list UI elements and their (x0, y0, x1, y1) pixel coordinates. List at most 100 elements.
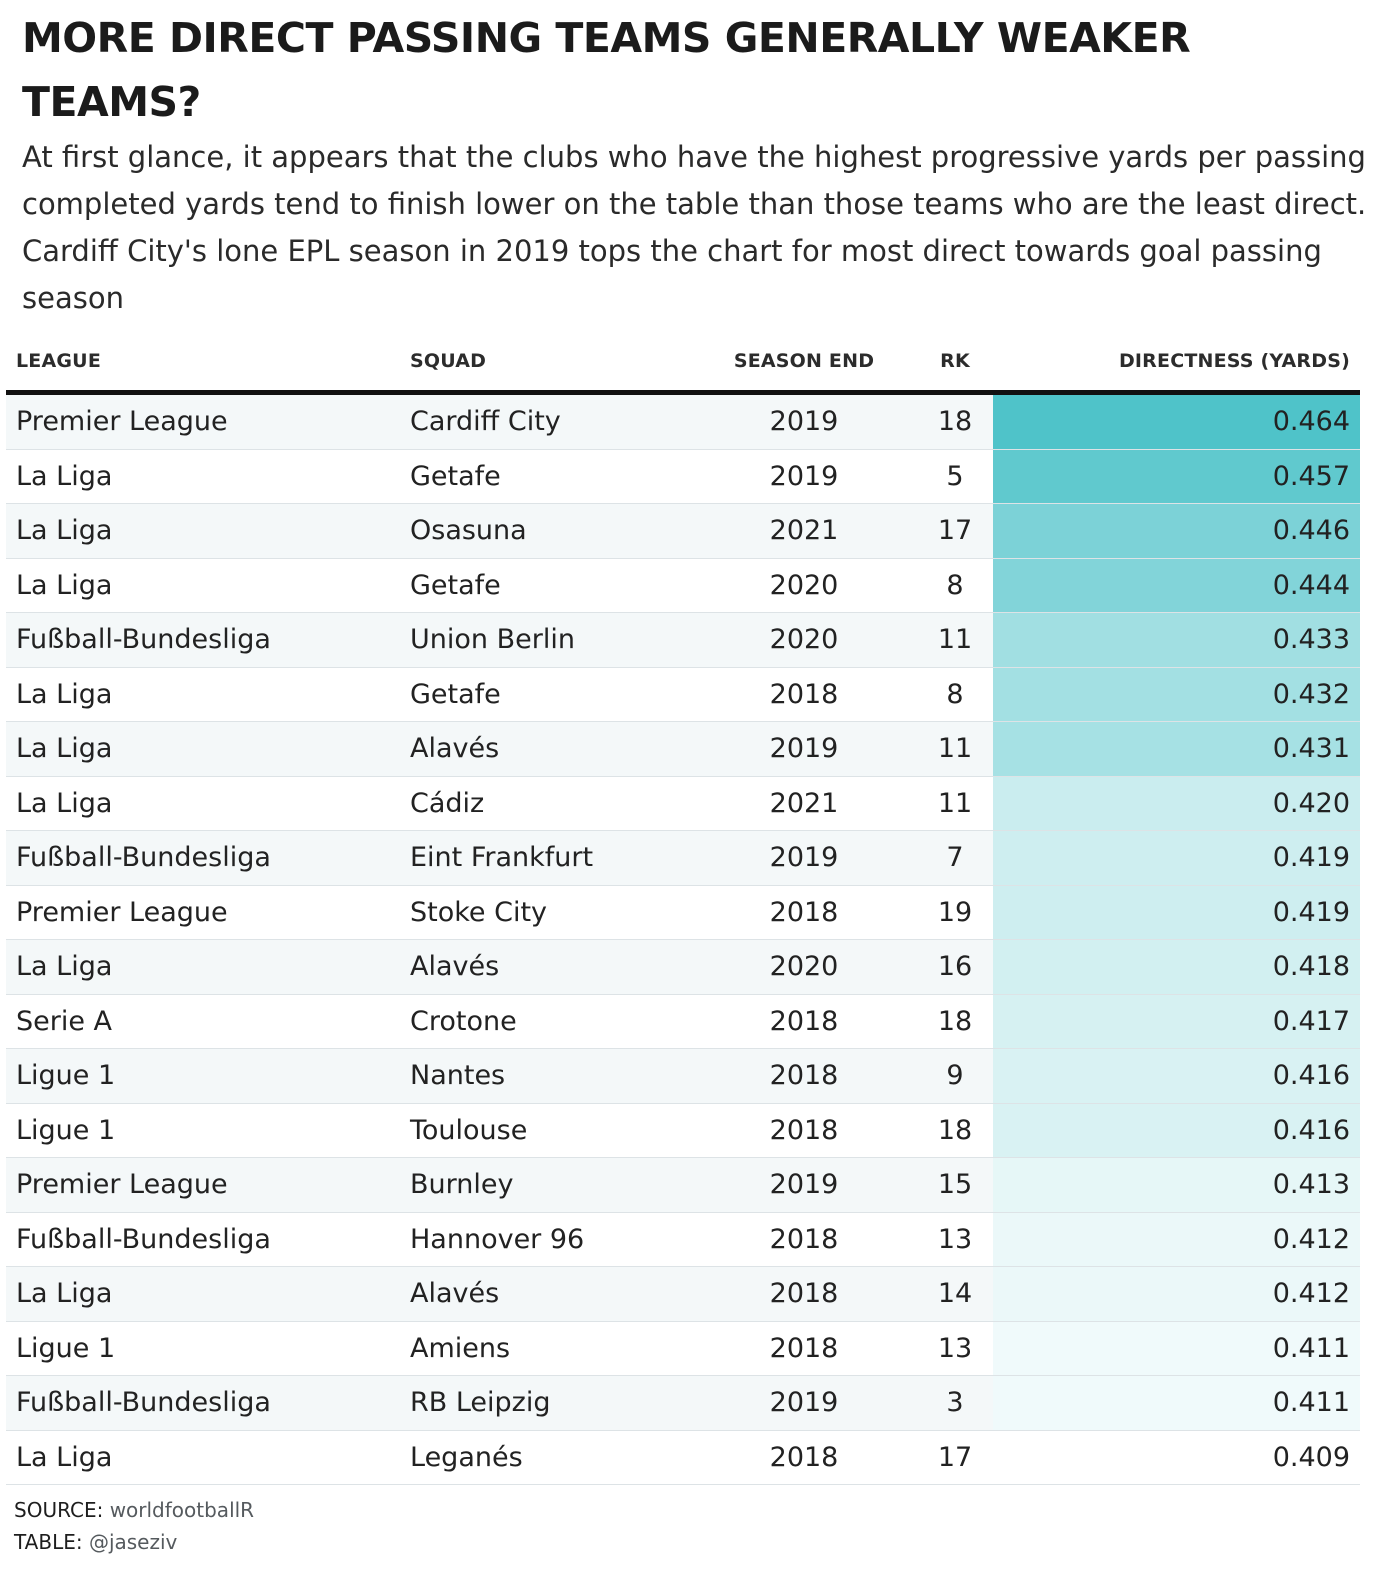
rk-cell: 13 (937, 1223, 973, 1255)
squad-cell: Leganés (410, 1441, 523, 1473)
squad-cell: Crotone (410, 1005, 517, 1037)
directness-cell: 0.457 (1272, 460, 1350, 492)
season-end-cell: 2020 (769, 624, 839, 655)
rk-cell: 19 (937, 896, 973, 928)
chart-title: MORE DIRECT PASSING TEAMS GENERALLY WEAK… (22, 14, 1191, 126)
league-cell: La Liga (16, 1278, 113, 1309)
directness-heat-cell (993, 994, 1360, 1048)
directness-cell: 0.416 (1272, 1060, 1350, 1091)
directness-heat-cell (993, 1376, 1360, 1430)
column-header-rk: RK (940, 350, 970, 372)
table-row: Ligue 1 Amiens 2018 13 0.411 (6, 1321, 1360, 1376)
table-row: La Liga Alavés 2020 16 0.418 (6, 940, 1360, 995)
season-end-cell: 2019 (769, 733, 839, 764)
table-row: Premier League Burnley 2019 15 0.413 (6, 1158, 1360, 1213)
table-row: La Liga Alavés 2019 11 0.431 (6, 722, 1360, 777)
table-row: Serie A Crotone 2018 18 0.417 (6, 994, 1360, 1049)
column-header-season-end: SEASON END (733, 350, 875, 372)
season-end-cell: 2018 (769, 1332, 839, 1364)
league-cell: Ligue 1 (16, 1060, 116, 1091)
league-cell: Fußball-Bundesliga (16, 1223, 271, 1255)
league-cell: La Liga (16, 515, 113, 546)
table-credit-label: TABLE: (14, 1530, 83, 1554)
table-row: La Liga Leganés 2018 17 0.409 (6, 1430, 1360, 1485)
season-end-cell: 2020 (769, 569, 839, 601)
rk-cell: 5 (946, 460, 964, 492)
directness-heat-cell (993, 449, 1360, 503)
directness-cell: 0.464 (1272, 406, 1350, 437)
table-row: Premier League Cardiff City 2019 18 0.464 (6, 395, 1360, 450)
season-end-cell: 2018 (769, 1223, 839, 1255)
directness-cell: 0.420 (1272, 787, 1350, 819)
chart-subtitle: At first glance, it appears that the clu… (22, 140, 1367, 315)
season-end-cell: 2018 (769, 678, 839, 710)
league-cell: La Liga (16, 951, 113, 982)
squad-cell: Osasuna (410, 515, 527, 546)
directness-heat-cell (993, 504, 1360, 558)
directness-cell: 0.418 (1272, 951, 1350, 982)
directness-heat-cell (993, 395, 1360, 449)
rk-cell: 18 (937, 1005, 973, 1037)
rk-cell: 11 (937, 787, 973, 819)
source-value: worldfootballR (109, 1498, 255, 1522)
directness-heat-cell (993, 1267, 1360, 1321)
league-cell: La Liga (16, 569, 113, 601)
league-cell: La Liga (16, 787, 113, 819)
rk-cell: 8 (946, 678, 964, 710)
squad-cell: Cádiz (410, 787, 485, 819)
table-row: Premier League Stoke City 2018 19 0.419 (6, 885, 1360, 940)
season-end-cell: 2019 (769, 460, 839, 492)
squad-cell: Alavés (410, 733, 500, 764)
squad-cell: Cardiff City (410, 406, 561, 437)
rk-cell: 13 (937, 1332, 973, 1364)
season-end-cell: 2019 (769, 406, 839, 437)
directness-cell: 0.411 (1272, 1332, 1350, 1364)
squad-cell: Eint Frankfurt (410, 842, 594, 873)
table-header: LEAGUE SQUAD SEASON END RK DIRECTNESS (Y… (6, 336, 1360, 395)
rk-cell: 3 (946, 1387, 964, 1418)
season-end-cell: 2018 (769, 1278, 839, 1309)
rk-cell: 16 (937, 951, 973, 982)
table-row: Fußball-Bundesliga Union Berlin 2020 11 0.43… (6, 613, 1360, 668)
directness-heat-cell (993, 722, 1360, 776)
directness-cell: 0.409 (1272, 1441, 1350, 1473)
rk-cell: 18 (937, 406, 973, 437)
directness-cell: 0.412 (1272, 1278, 1350, 1309)
season-end-cell: 2018 (769, 1114, 839, 1146)
squad-cell: Getafe (410, 678, 501, 710)
source-label: SOURCE: (14, 1498, 104, 1522)
directness-cell: 0.412 (1272, 1223, 1350, 1255)
directness-cell: 0.419 (1272, 896, 1350, 928)
league-cell: Ligue 1 (16, 1332, 116, 1364)
season-end-cell: 2019 (769, 1169, 839, 1200)
table-row: La Liga Getafe 2018 8 0.432 (6, 667, 1360, 722)
squad-cell: Getafe (410, 569, 501, 601)
data-table: LEAGUE SQUAD SEASON END RK DIRECTNESS (Y… (6, 336, 1360, 1485)
directness-heat-cell (993, 1158, 1360, 1212)
directness-heat-cell (993, 1049, 1360, 1103)
league-cell: Fußball-Bundesliga (16, 1387, 271, 1418)
season-end-cell: 2018 (769, 1060, 839, 1091)
squad-cell: Toulouse (410, 1114, 528, 1146)
directness-heat-cell (993, 831, 1360, 885)
squad-cell: RB Leipzig (410, 1387, 551, 1418)
table-row: La Liga Alavés 2018 14 0.412 (6, 1267, 1360, 1322)
table-credit: TABLE: @jaseziv (14, 1530, 177, 1554)
league-cell: La Liga (16, 678, 113, 710)
table-row: La Liga Getafe 2020 8 0.444 (6, 558, 1360, 613)
league-cell: La Liga (16, 733, 113, 764)
rk-cell: 7 (946, 842, 964, 873)
squad-cell: Amiens (410, 1332, 511, 1364)
squad-cell: Hannover 96 (410, 1223, 585, 1255)
rk-cell: 17 (937, 515, 973, 546)
league-cell: La Liga (16, 460, 113, 492)
season-end-cell: 2018 (769, 1441, 839, 1473)
table-row: La Liga Getafe 2019 5 0.457 (6, 449, 1360, 504)
table-credit-value: @jaseziv (88, 1530, 178, 1554)
squad-cell: Getafe (410, 460, 501, 492)
directness-heat-cell (993, 885, 1360, 939)
directness-heat-cell (993, 667, 1360, 721)
table-body: Premier League Cardiff City 2019 18 0.464 La … (6, 395, 1360, 1485)
squad-cell: Alavés (410, 1278, 500, 1309)
directness-cell: 0.446 (1272, 515, 1350, 546)
